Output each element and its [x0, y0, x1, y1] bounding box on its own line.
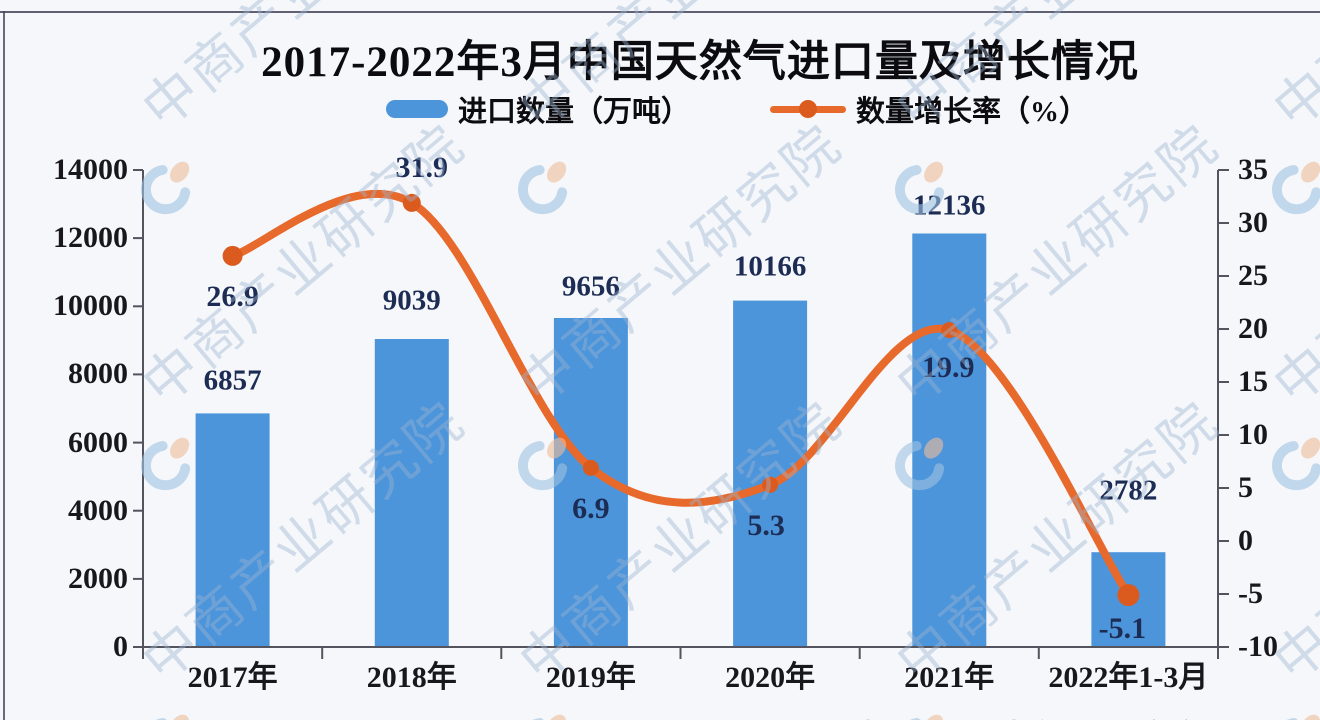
- right-axis-tick-label: 25: [1238, 259, 1268, 292]
- right-axis-tick-label: 30: [1238, 206, 1268, 239]
- left-axis-tick-label: 12000: [53, 221, 128, 255]
- bar-value-label: 9039: [382, 284, 441, 317]
- right-axis-tick-label: 5: [1238, 471, 1253, 504]
- growth-rate-point-marker: [1117, 584, 1140, 607]
- line-point-label: 19.9: [922, 351, 975, 385]
- import-volume-bar: [374, 339, 449, 647]
- bar-value-label: 12136: [913, 189, 986, 221]
- import-volume-bar: [733, 300, 808, 647]
- growth-rate-line: [228, 189, 1133, 600]
- left-axis-tick-label: 8000: [68, 357, 128, 391]
- left-axis-tick-label: 4000: [68, 493, 128, 527]
- line-series-swatch-icon: [770, 100, 847, 118]
- import-volume-bar: [912, 233, 987, 647]
- bar-value-label: 9656: [561, 270, 620, 303]
- line-series-legend-label: 数量增长率（%）: [856, 96, 1089, 128]
- line-point-label: 31.9: [395, 150, 449, 184]
- right-axis-tick-label: 0: [1238, 524, 1253, 557]
- x-category-label: 2022年1-3月: [1048, 661, 1209, 694]
- left-axis-tick-label: 10000: [53, 289, 128, 323]
- right-axis-tick-label: 15: [1238, 365, 1268, 398]
- bar-value-label: 6857: [203, 364, 262, 397]
- left-axis-tick-label: 2000: [68, 561, 128, 595]
- bar-series-swatch-icon: [386, 100, 448, 118]
- x-category-label: 2020年: [725, 661, 816, 694]
- left-axis-tick-label: 14000: [53, 153, 128, 186]
- x-category-label: 2017年: [187, 661, 278, 694]
- left-axis-tick-label: 0: [113, 630, 128, 663]
- bar-series-legend-label: 进口数量（万吨）: [458, 96, 691, 128]
- page-left-border: [3, 11, 5, 720]
- bar-value-label: 10166: [733, 250, 807, 283]
- page-top-border: [0, 11, 1320, 13]
- growth-rate-point-marker: [222, 245, 243, 266]
- legend: 进口数量（万吨） 数量增长率（%）: [386, 91, 1089, 128]
- right-axis-tick-label: 20: [1238, 312, 1268, 345]
- bar-value-label: 2782: [1099, 474, 1158, 507]
- growth-rate-point-marker: [941, 322, 958, 339]
- growth-rate-point-marker: [582, 459, 599, 476]
- source-footer: 数据来源：中商产业研究院: [860, 713, 1196, 720]
- line-point-label: 6.9: [572, 491, 610, 525]
- right-axis-tick-label: -10: [1238, 630, 1278, 663]
- line-point-label: 26.9: [206, 279, 259, 313]
- line-marker-dot-icon: [799, 100, 818, 118]
- right-axis-tick-label: -5: [1238, 577, 1263, 610]
- growth-rate-point-marker: [402, 193, 421, 212]
- line-point-label: 5.3: [747, 508, 785, 542]
- import-volume-bar: [195, 413, 270, 647]
- chart-title: 2017-2022年3月中国天然气进口量及增长情况: [261, 39, 1139, 86]
- left-axis-tick-label: 6000: [68, 425, 128, 459]
- right-axis-tick-label: 35: [1238, 153, 1268, 186]
- right-axis-tick-label: 10: [1238, 418, 1268, 451]
- x-category-label: 2018年: [366, 661, 457, 694]
- growth-rate-point-marker: [762, 476, 779, 493]
- line-point-label: -5.1: [1098, 612, 1147, 646]
- x-category-label: 2021年: [904, 661, 995, 694]
- x-category-label: 2019年: [545, 661, 636, 694]
